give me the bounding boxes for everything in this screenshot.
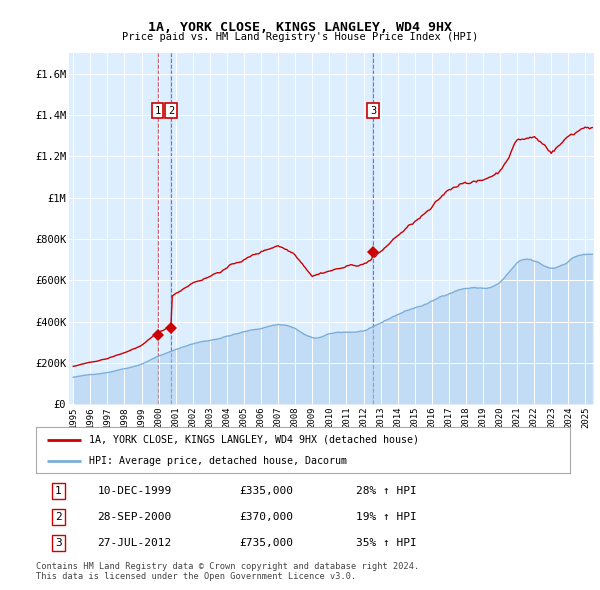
Bar [170, 53, 172, 404]
Text: 19% ↑ HPI: 19% ↑ HPI [356, 512, 417, 522]
Text: 28% ↑ HPI: 28% ↑ HPI [356, 486, 417, 496]
Text: 3: 3 [370, 106, 376, 116]
Text: 28-SEP-2000: 28-SEP-2000 [97, 512, 172, 522]
Text: £370,000: £370,000 [239, 512, 293, 522]
Text: 1A, YORK CLOSE, KINGS LANGLEY, WD4 9HX: 1A, YORK CLOSE, KINGS LANGLEY, WD4 9HX [148, 21, 452, 34]
Text: £735,000: £735,000 [239, 538, 293, 548]
Text: 2: 2 [168, 106, 174, 116]
Text: 1: 1 [154, 106, 161, 116]
Text: Contains HM Land Registry data © Crown copyright and database right 2024.
This d: Contains HM Land Registry data © Crown c… [36, 562, 419, 581]
Bar [157, 53, 158, 404]
Text: 1A, YORK CLOSE, KINGS LANGLEY, WD4 9HX (detached house): 1A, YORK CLOSE, KINGS LANGLEY, WD4 9HX (… [89, 435, 419, 445]
Bar [373, 53, 374, 404]
Text: 2: 2 [55, 512, 62, 522]
Text: 10-DEC-1999: 10-DEC-1999 [97, 486, 172, 496]
Text: £335,000: £335,000 [239, 486, 293, 496]
Text: 35% ↑ HPI: 35% ↑ HPI [356, 538, 417, 548]
Text: HPI: Average price, detached house, Dacorum: HPI: Average price, detached house, Daco… [89, 455, 347, 466]
Text: 1: 1 [55, 486, 62, 496]
Text: 3: 3 [55, 538, 62, 548]
Text: Price paid vs. HM Land Registry's House Price Index (HPI): Price paid vs. HM Land Registry's House … [122, 32, 478, 42]
Text: 27-JUL-2012: 27-JUL-2012 [97, 538, 172, 548]
